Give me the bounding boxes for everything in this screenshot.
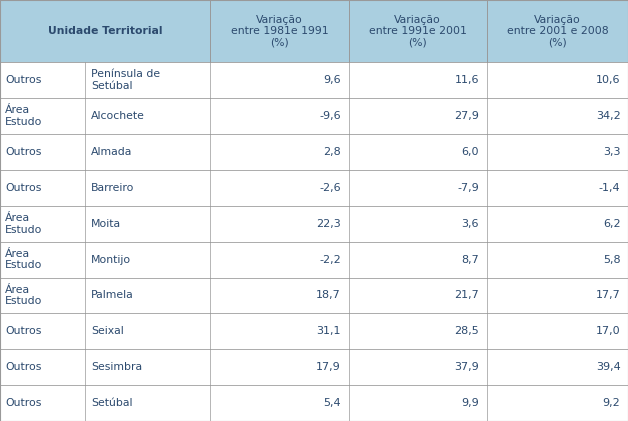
Text: 11,6: 11,6 bbox=[455, 75, 479, 85]
Text: -2,2: -2,2 bbox=[319, 255, 341, 264]
Text: 18,7: 18,7 bbox=[317, 290, 341, 301]
Text: 37,9: 37,9 bbox=[455, 362, 479, 372]
Text: 3,6: 3,6 bbox=[462, 219, 479, 229]
Text: -1,4: -1,4 bbox=[599, 183, 620, 193]
Text: 5,8: 5,8 bbox=[603, 255, 620, 264]
Text: Alcochete: Alcochete bbox=[91, 111, 145, 121]
Text: 6,2: 6,2 bbox=[603, 219, 620, 229]
Text: Variação
entre 2001 e 2008
(%): Variação entre 2001 e 2008 (%) bbox=[507, 15, 608, 48]
Text: Área
Estudo: Área Estudo bbox=[5, 105, 43, 127]
Text: Barreiro: Barreiro bbox=[91, 183, 134, 193]
Text: Área
Estudo: Área Estudo bbox=[5, 249, 43, 270]
Text: 10,6: 10,6 bbox=[596, 75, 620, 85]
Text: Outros: Outros bbox=[5, 75, 41, 85]
Text: Outros: Outros bbox=[5, 398, 41, 408]
Text: Área
Estudo: Área Estudo bbox=[5, 213, 43, 234]
Text: Montijo: Montijo bbox=[91, 255, 131, 264]
Text: Outros: Outros bbox=[5, 326, 41, 336]
Bar bbox=[0, 385, 628, 421]
Bar bbox=[0, 277, 628, 313]
Text: Área
Estudo: Área Estudo bbox=[5, 285, 43, 306]
Text: Península de
Setúbal: Península de Setúbal bbox=[91, 69, 160, 91]
Bar bbox=[0, 206, 628, 242]
Text: Outros: Outros bbox=[5, 147, 41, 157]
Text: 31,1: 31,1 bbox=[317, 326, 341, 336]
Text: Almada: Almada bbox=[91, 147, 133, 157]
Text: -7,9: -7,9 bbox=[457, 183, 479, 193]
Bar bbox=[0, 98, 628, 134]
Text: 2,8: 2,8 bbox=[323, 147, 341, 157]
Text: 17,9: 17,9 bbox=[317, 362, 341, 372]
Text: Moita: Moita bbox=[91, 219, 121, 229]
Text: Setúbal: Setúbal bbox=[91, 398, 133, 408]
Text: 34,2: 34,2 bbox=[596, 111, 620, 121]
Text: 28,5: 28,5 bbox=[455, 326, 479, 336]
Text: 9,9: 9,9 bbox=[462, 398, 479, 408]
Bar bbox=[0, 242, 628, 277]
Text: -9,6: -9,6 bbox=[320, 111, 341, 121]
Text: -2,6: -2,6 bbox=[320, 183, 341, 193]
Text: Sesimbra: Sesimbra bbox=[91, 362, 142, 372]
Text: 17,7: 17,7 bbox=[596, 290, 620, 301]
Text: 6,0: 6,0 bbox=[462, 147, 479, 157]
Text: 9,2: 9,2 bbox=[603, 398, 620, 408]
Text: 8,7: 8,7 bbox=[462, 255, 479, 264]
Text: 3,3: 3,3 bbox=[603, 147, 620, 157]
Bar bbox=[0, 0, 628, 62]
Bar bbox=[0, 62, 628, 98]
Text: Outros: Outros bbox=[5, 183, 41, 193]
Text: 27,9: 27,9 bbox=[454, 111, 479, 121]
Text: 39,4: 39,4 bbox=[596, 362, 620, 372]
Bar bbox=[0, 349, 628, 385]
Bar bbox=[0, 134, 628, 170]
Text: Unidade Territorial: Unidade Territorial bbox=[48, 26, 163, 36]
Text: Variação
entre 1981e 1991
(%): Variação entre 1981e 1991 (%) bbox=[230, 15, 328, 48]
Bar bbox=[0, 170, 628, 206]
Text: 5,4: 5,4 bbox=[323, 398, 341, 408]
Text: Palmela: Palmela bbox=[91, 290, 134, 301]
Text: 17,0: 17,0 bbox=[596, 326, 620, 336]
Text: 22,3: 22,3 bbox=[317, 219, 341, 229]
Text: Seixal: Seixal bbox=[91, 326, 124, 336]
Text: Variação
entre 1991e 2001
(%): Variação entre 1991e 2001 (%) bbox=[369, 15, 467, 48]
Text: Outros: Outros bbox=[5, 362, 41, 372]
Text: 21,7: 21,7 bbox=[455, 290, 479, 301]
Bar bbox=[0, 313, 628, 349]
Text: 9,6: 9,6 bbox=[323, 75, 341, 85]
